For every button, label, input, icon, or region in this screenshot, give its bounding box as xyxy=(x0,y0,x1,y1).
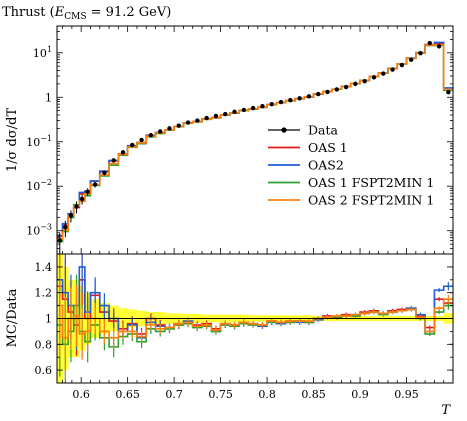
ratio-axis-label: MC/Data xyxy=(5,288,20,347)
data-point xyxy=(390,67,395,72)
legend-label: OAS 1 FSPT2MIN 1 xyxy=(308,175,434,190)
data-point xyxy=(408,57,414,62)
legend-marker xyxy=(281,127,287,133)
data-point xyxy=(167,126,172,131)
y-tick-label: 10−3 xyxy=(26,223,52,238)
ratio-tick-label: 1.2 xyxy=(35,287,53,300)
x-tick-label: 0.7 xyxy=(165,388,183,401)
x-tick-label: 0.85 xyxy=(301,388,326,401)
data-point xyxy=(139,137,144,143)
x-axis-ticks-main xyxy=(62,26,454,254)
data-point xyxy=(111,158,116,163)
data-point xyxy=(241,107,247,113)
data-point xyxy=(260,103,265,109)
main-panel: 10−3 10−2 10−1 1 101 1/σ dσ/dT Data OAS 1 OAS2… xyxy=(5,25,454,255)
data-point xyxy=(232,109,237,115)
data-point xyxy=(120,150,126,155)
data-point xyxy=(185,120,191,125)
data-point xyxy=(157,129,163,134)
data-point xyxy=(92,182,98,187)
main-panel-frame xyxy=(56,25,454,255)
legend-label: OAS2 xyxy=(308,158,344,173)
legend: Data OAS 1 OAS2 OAS 1 FSPT2MIN 1 OAS 2 FSPT2… xyxy=(268,123,434,208)
y-tick-label: 101 xyxy=(33,45,52,60)
data-point xyxy=(418,50,423,56)
data-point xyxy=(148,133,154,138)
x-tick-label: 0.75 xyxy=(208,388,233,401)
data-point xyxy=(316,91,321,97)
data-point xyxy=(269,101,274,107)
data-point xyxy=(278,99,284,105)
main-plot-area xyxy=(57,40,453,254)
data-point xyxy=(297,96,302,101)
ratio-plot-area xyxy=(57,254,454,383)
x-tick-label: 0.65 xyxy=(115,388,140,401)
ratio-series-line xyxy=(57,304,453,348)
data-point xyxy=(102,170,107,176)
y-axis-label: 1/σ dσ/dT xyxy=(5,108,20,173)
x-tick-label: 0.9 xyxy=(351,388,369,401)
data-point xyxy=(399,62,405,68)
data-point xyxy=(176,123,181,128)
y-tick-label: 1 xyxy=(45,91,52,104)
legend-label: OAS 2 FSPT2MIN 1 xyxy=(308,193,434,208)
data-point xyxy=(427,40,432,46)
data-point xyxy=(381,71,386,76)
ratio-tick-label: 0.6 xyxy=(35,364,53,377)
ratio-axis-ticks: 0.6 0.8 1 1.2 1.4 xyxy=(35,253,453,384)
y-tick-label: 10−1 xyxy=(26,134,52,149)
ratio-series-line xyxy=(57,298,453,339)
series-line xyxy=(57,44,453,240)
x-axis-label: T xyxy=(441,403,451,418)
ratio-panel: 0.60.811.21.4 0.6 0.65 0.7 0.75 0.8 0.85 0.9 0.… xyxy=(5,253,454,418)
data-point xyxy=(213,113,219,119)
data-point xyxy=(130,142,135,148)
data-point xyxy=(223,111,228,117)
data-point xyxy=(306,94,312,99)
series-line xyxy=(57,44,453,243)
data-point xyxy=(85,189,90,195)
data-point xyxy=(343,84,349,90)
ratio-tick-label: 1.4 xyxy=(35,261,53,274)
legend-label: OAS 1 xyxy=(308,140,348,155)
legend-label: Data xyxy=(308,123,338,138)
data-point xyxy=(288,97,293,103)
data-point xyxy=(325,89,330,95)
data-point xyxy=(436,44,442,49)
y-tick-label: 10−2 xyxy=(26,178,52,193)
data-point xyxy=(362,78,367,84)
data-point xyxy=(334,87,340,92)
data-point xyxy=(63,225,68,230)
data-point xyxy=(195,118,200,123)
ratio-tick-label: 1 xyxy=(45,313,52,326)
data-point xyxy=(371,75,377,80)
data-point xyxy=(353,81,358,87)
data-point xyxy=(79,196,85,202)
y-axis-ticks: 10−3 10−2 10−1 1 101 xyxy=(26,25,453,255)
data-point xyxy=(446,90,451,95)
x-axis-ticks: 0.6 0.65 0.7 0.75 0.8 0.85 0.9 0.95 xyxy=(62,377,454,401)
x-tick-label: 0.8 xyxy=(258,388,276,401)
data-point xyxy=(68,213,74,218)
chart-title: Thrust (ECMS = 91.2 GeV) xyxy=(2,5,171,22)
ratio-tick-label: 0.8 xyxy=(35,338,53,351)
x-tick-label: 0.6 xyxy=(72,388,90,401)
data-point xyxy=(74,204,79,209)
data-point xyxy=(250,105,256,111)
x-tick-label: 0.95 xyxy=(394,388,419,401)
data-point xyxy=(204,115,209,121)
